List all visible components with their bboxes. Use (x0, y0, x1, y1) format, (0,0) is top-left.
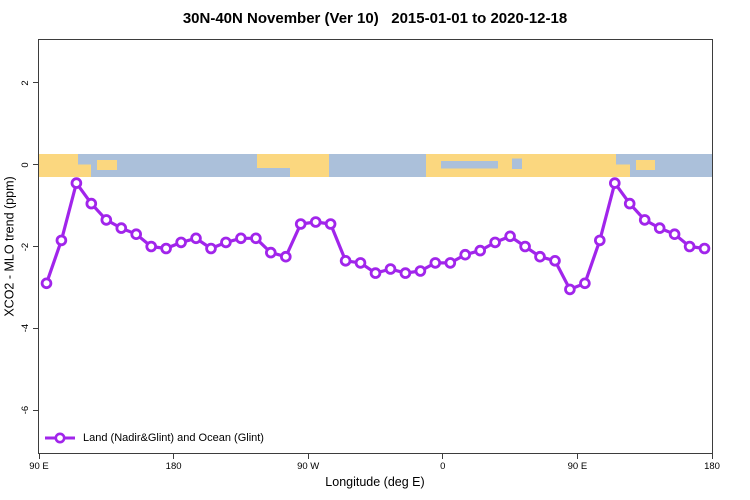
data-point-marker (205, 242, 217, 255)
x-tick-label: 90 W (297, 461, 320, 472)
x-tick-mark (38, 454, 40, 459)
map-segment-ocean (91, 154, 98, 178)
y-tick-label: -6 (19, 405, 31, 415)
y-tick-label: -4 (19, 324, 31, 333)
y-tick-mark (33, 327, 38, 329)
legend-label: Land (Nadir&Glint) and Ocean (Glint) (83, 432, 264, 444)
map-segment-land (426, 154, 442, 178)
x-tick-mark (711, 454, 713, 459)
map-segment-ocean (329, 154, 427, 178)
data-point-marker (444, 257, 457, 269)
y-tick-label: 2 (19, 80, 31, 86)
legend-line-marker-icon (45, 432, 75, 444)
y-tick-mark (33, 82, 38, 84)
map-segment-ocean (629, 154, 636, 178)
map-segment-land (39, 154, 78, 178)
data-point-marker (175, 236, 187, 249)
data-point-marker (579, 277, 591, 290)
data-point-marker (504, 230, 516, 243)
map-segment-caspian (511, 154, 523, 178)
map-segment-land (522, 154, 617, 178)
y-tick-mark (33, 246, 38, 247)
x-axis-title: Longitude (deg E) (325, 475, 425, 489)
y-tick-mark (33, 164, 38, 166)
data-point-marker (265, 246, 277, 259)
data-point-marker (70, 177, 83, 189)
data-point-marker (324, 218, 337, 230)
map-segment-land (498, 154, 512, 178)
data-point-marker (489, 236, 501, 249)
data-point-marker (668, 228, 681, 241)
data-point-marker (623, 197, 636, 210)
data-point-marker (593, 234, 606, 247)
data-point-marker (160, 242, 172, 255)
data-point-marker (250, 232, 262, 245)
data-point-marker (339, 255, 352, 267)
data-point-marker (145, 240, 157, 253)
data-point-marker (190, 232, 202, 245)
data-point-marker (130, 228, 142, 241)
map-segment-med (441, 154, 499, 178)
map-segment-ocean (116, 154, 258, 178)
data-point-marker (653, 222, 666, 234)
map-segment-ocean (655, 154, 712, 178)
data-point-marker (100, 214, 113, 226)
data-point-marker (698, 242, 711, 255)
x-tick-label: 180 (165, 461, 182, 472)
data-point-marker (40, 277, 53, 290)
data-point-marker (459, 248, 472, 261)
data-point-marker (115, 222, 128, 234)
data-point-marker (399, 267, 412, 279)
map-segment-coast_s (257, 154, 291, 178)
plot-area: Land (Nadir&Glint) and Ocean (Glint) 90 … (20, 39, 720, 472)
chart-title: 30N-40N November (Ver 10) 2015-01-01 to … (182, 10, 568, 27)
data-point-marker (429, 257, 442, 269)
y-tick-label: -2 (19, 242, 31, 251)
x-tick-mark (173, 454, 175, 459)
data-point-marker (519, 240, 531, 253)
data-point-marker (369, 267, 382, 279)
data-point-marker (294, 218, 307, 230)
data-point-marker (414, 265, 427, 277)
x-tick-label: 0 (440, 461, 446, 472)
map-segment-islands (97, 154, 117, 178)
legend: Land (Nadir&Glint) and Ocean (Glint) (44, 430, 264, 446)
data-point-marker (549, 255, 561, 267)
data-point-marker (85, 197, 98, 210)
y-tick-mark (33, 409, 38, 411)
data-point-marker (534, 250, 546, 263)
y-axis-title: XCO2 - MLO trend (ppm) (2, 176, 17, 317)
land-ocean-map-band (39, 154, 712, 178)
map-segment-coast_n (616, 154, 630, 178)
data-point-marker (564, 283, 576, 296)
data-line-plot (40, 177, 711, 296)
x-tick-label: 90 E (567, 461, 588, 472)
data-point-marker (220, 236, 232, 249)
x-tick-mark (442, 454, 444, 459)
map-segment-coast_n (77, 154, 92, 178)
data-point-marker (683, 240, 696, 253)
data-point-marker (354, 257, 367, 269)
map-segment-land (290, 154, 330, 178)
y-tick-label: 0 (19, 162, 31, 168)
x-tick-mark (576, 454, 578, 459)
x-tick-label: 180 (704, 461, 720, 472)
data-point-marker (474, 244, 487, 257)
map-segment-islands (635, 154, 656, 178)
x-tick-mark (307, 454, 309, 459)
data-point-marker (608, 177, 621, 189)
data-point-marker (280, 250, 292, 263)
data-point-marker (235, 232, 247, 245)
x-tick-label: 90 E (29, 461, 49, 472)
data-point-marker (638, 214, 651, 226)
data-point-marker (384, 263, 397, 275)
data-point-marker (309, 216, 322, 228)
data-point-marker (55, 234, 68, 247)
